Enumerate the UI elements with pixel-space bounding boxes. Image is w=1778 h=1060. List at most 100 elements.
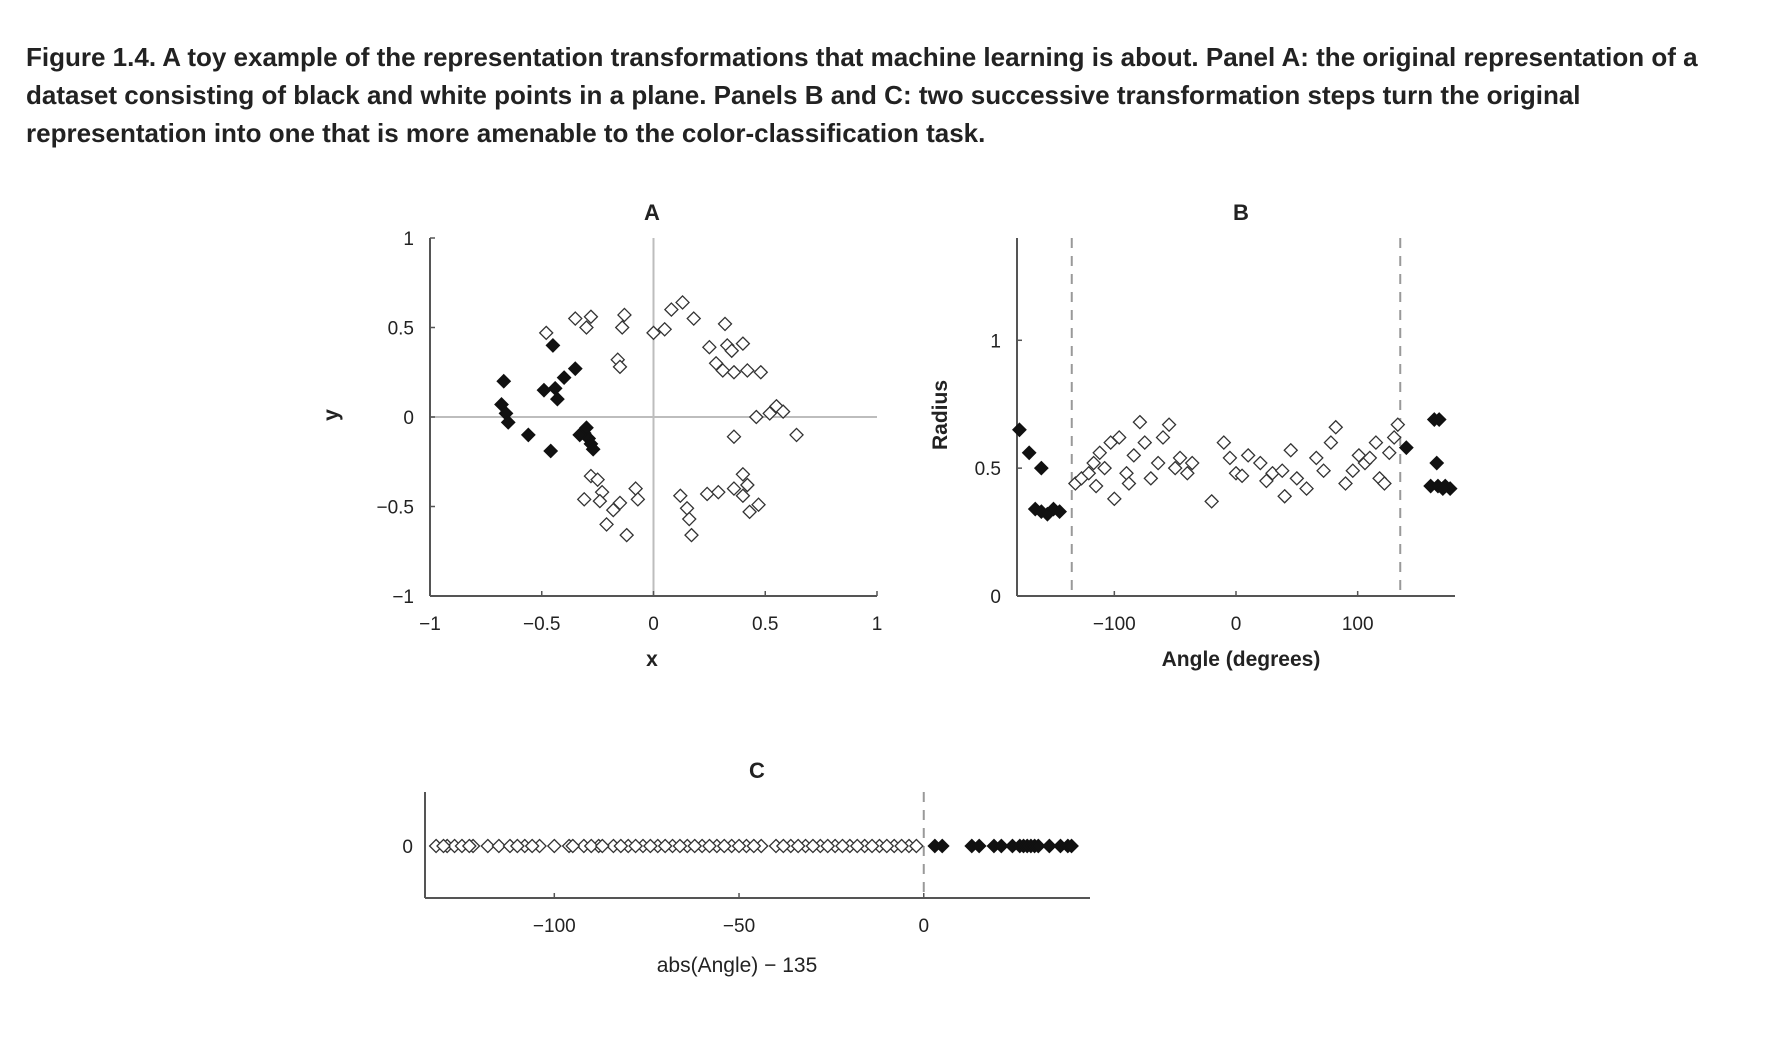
panel-b-white-point bbox=[1097, 460, 1113, 476]
panel-c-white-point bbox=[849, 838, 865, 854]
panel-c-black-point bbox=[1064, 838, 1079, 854]
panel-b-white-point bbox=[1308, 450, 1324, 466]
panel-a-black-point bbox=[496, 373, 512, 389]
panel-a-y-tick-label: 0 bbox=[403, 408, 414, 429]
panel-b-white-point bbox=[1274, 463, 1290, 479]
panel-b-y-tick-label: 0 bbox=[990, 587, 1001, 608]
panel-b-white-point bbox=[1081, 465, 1097, 481]
panel-c-white-point bbox=[480, 838, 496, 854]
panel-c-white-point bbox=[908, 838, 924, 854]
panel-b-white-point bbox=[1119, 465, 1134, 481]
panel-a-white-point bbox=[630, 491, 646, 507]
panel-b-white-point bbox=[1184, 455, 1200, 471]
panel-c-black-point bbox=[1041, 838, 1057, 854]
panel-b-black-point bbox=[1033, 460, 1049, 476]
panel-a-white-point bbox=[739, 363, 755, 378]
panel-b-chart: B −100 0 100 0 0.5 1 Angle (degrees) Radius bbox=[929, 200, 1458, 671]
panel-a-white-point bbox=[663, 302, 679, 318]
panel-a-white-point bbox=[612, 359, 628, 375]
panel-a-white-point bbox=[614, 320, 630, 335]
panel-c-x-tick-label: −50 bbox=[723, 916, 755, 937]
panel-a-white-point bbox=[590, 472, 606, 488]
panel-a-x-tick-label: 0 bbox=[648, 614, 659, 635]
panel-b-white-point bbox=[1150, 455, 1166, 471]
panel-b-white-point bbox=[1216, 435, 1232, 450]
panel-a-white-point bbox=[699, 486, 715, 502]
panel-b-white-point bbox=[1121, 476, 1137, 491]
panel-a-white-point bbox=[701, 339, 717, 355]
panel-c-white-point bbox=[716, 838, 732, 854]
panel-c-title: C bbox=[749, 758, 765, 783]
panel-b-white-point bbox=[1234, 468, 1250, 484]
panel-a-white-point bbox=[576, 491, 592, 507]
panel-a-x-tick-label: 0.5 bbox=[752, 614, 778, 635]
panel-a-white-point bbox=[735, 488, 751, 504]
panel-b-x-tick-label: −100 bbox=[1093, 614, 1136, 635]
panel-a-white-point bbox=[619, 527, 635, 543]
panel-b-x-tick-label: 100 bbox=[1342, 614, 1374, 635]
panel-b-white-point bbox=[1172, 450, 1188, 466]
panel-c-white-point bbox=[805, 838, 821, 854]
panel-a-black-point bbox=[536, 382, 552, 398]
panel-a-y-tick-label: −0.5 bbox=[376, 498, 414, 519]
panel-a-y-tick-label: −1 bbox=[392, 587, 414, 608]
panel-a-white-point bbox=[775, 404, 791, 420]
panel-a-white-point bbox=[748, 409, 764, 425]
panel-b-black-point bbox=[1398, 440, 1414, 456]
panel-b-white-point bbox=[1345, 463, 1361, 479]
panel-c-black-point bbox=[1030, 838, 1046, 854]
panel-b-black-point bbox=[1431, 412, 1447, 427]
panel-a-white-point bbox=[679, 500, 695, 516]
panel-c-white-point bbox=[879, 838, 895, 854]
panel-b-white-point bbox=[1368, 435, 1384, 450]
panel-c-white-point bbox=[672, 838, 688, 854]
panel-c-y-tick-label: 0 bbox=[402, 837, 413, 858]
panel-b-y-tick-label: 0.5 bbox=[975, 459, 1001, 480]
panel-a-black-point bbox=[543, 443, 559, 459]
panel-c-white-point bbox=[864, 838, 880, 854]
panel-a-white-point bbox=[592, 493, 608, 509]
panel-a-y-label: y bbox=[320, 409, 343, 421]
panel-b-black-point bbox=[1052, 504, 1068, 520]
panel-c-white-point bbox=[642, 838, 658, 854]
panel-c-white-point bbox=[436, 838, 451, 854]
panel-a-x-tick-label: −0.5 bbox=[523, 614, 561, 635]
panel-b-white-point bbox=[1167, 460, 1183, 476]
panel-c-white-point bbox=[628, 838, 644, 854]
panel-a-white-point bbox=[628, 481, 644, 497]
panel-b-white-point bbox=[1338, 476, 1353, 491]
panel-b-white-point bbox=[1277, 488, 1293, 504]
panel-a-black-point bbox=[585, 441, 601, 457]
panel-c-white-point bbox=[746, 838, 762, 854]
panel-a-white-point bbox=[681, 511, 697, 527]
panel-a-white-point bbox=[672, 488, 688, 504]
panel-b-white-point bbox=[1390, 417, 1406, 433]
panel-b-white-point bbox=[1179, 465, 1195, 481]
panel-a-black-point bbox=[556, 370, 572, 386]
panel-c-white-point bbox=[790, 838, 806, 854]
panel-a-white-point bbox=[599, 516, 614, 532]
panel-a-black-point bbox=[520, 427, 536, 443]
panel-a-white-point bbox=[715, 363, 731, 378]
panel-a-y-tick-label: 0.5 bbox=[388, 319, 414, 340]
panel-b-black-point bbox=[1021, 445, 1037, 461]
panel-a-white-point bbox=[538, 325, 554, 341]
panel-b-black-point bbox=[1429, 455, 1445, 471]
panel-c-black-point bbox=[993, 838, 1009, 854]
panel-c-white-point bbox=[820, 838, 836, 854]
panel-a-white-point bbox=[735, 336, 751, 352]
panel-a-white-point bbox=[657, 321, 673, 337]
panel-b-white-point bbox=[1252, 455, 1268, 471]
panel-b-white-point bbox=[1362, 450, 1378, 466]
panel-c-white-point bbox=[491, 838, 507, 854]
panel-a-white-point bbox=[646, 325, 661, 341]
panel-c-white-point bbox=[594, 838, 610, 854]
panel-b-black-point bbox=[1012, 422, 1027, 438]
panel-a-white-point bbox=[583, 309, 599, 325]
panel-c-x-tick-label: 0 bbox=[918, 916, 929, 937]
panel-b-white-point bbox=[1111, 430, 1127, 445]
panel-a-white-point bbox=[739, 477, 755, 493]
panel-a-white-point bbox=[579, 320, 594, 335]
panel-b-white-point bbox=[1132, 414, 1148, 430]
panel-c-white-point bbox=[687, 838, 703, 854]
